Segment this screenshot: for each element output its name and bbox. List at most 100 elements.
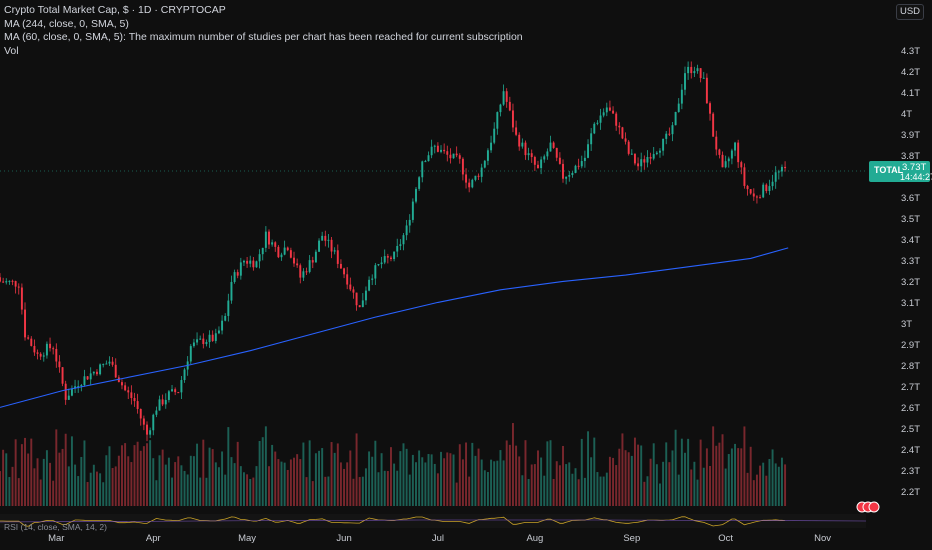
rsi-label[interactable]: RSI (14, close, SMA, 14, 2)	[4, 522, 107, 532]
volume-bar	[440, 451, 442, 506]
candle-body	[615, 113, 618, 126]
volume-bar	[433, 463, 436, 506]
volume-bar	[458, 444, 461, 506]
volume-bar	[8, 477, 11, 506]
candle-body	[524, 142, 527, 156]
candle-body	[605, 107, 608, 113]
volume-bar	[461, 459, 464, 506]
volume-bar	[377, 472, 380, 506]
candle-body	[443, 149, 446, 152]
volume-bar	[612, 457, 615, 506]
volume-bar	[530, 464, 533, 506]
volume-bar	[102, 482, 105, 506]
candle-body	[537, 164, 539, 169]
volume-bar	[205, 477, 208, 506]
candle-body	[421, 161, 424, 178]
candle-body	[511, 110, 514, 128]
y-tick-label: 2.2T	[901, 487, 920, 498]
volume-bar	[277, 459, 280, 506]
volume-bar	[64, 433, 67, 506]
candle-body	[30, 338, 33, 346]
candle-body	[680, 89, 683, 104]
candle-body	[202, 338, 205, 345]
candle-body	[621, 127, 624, 139]
volume-bar	[633, 437, 636, 506]
candle-body	[762, 184, 765, 198]
volume-bar	[415, 462, 417, 506]
volume-bar	[0, 471, 1, 506]
volume-bar	[730, 448, 733, 506]
candle-body	[587, 144, 589, 158]
volume-bar	[668, 462, 671, 506]
candle-body	[239, 262, 242, 276]
candle-body	[124, 385, 127, 391]
volume-bar	[133, 445, 136, 506]
volume-bar	[615, 465, 618, 506]
volume-bar	[239, 466, 242, 506]
candle-body	[468, 182, 471, 188]
candle-body	[174, 389, 177, 393]
y-axis[interactable]: 4.3T4.2T4.1T4T3.9T3.8T3.7T3.6T3.5T3.4T3.…	[901, 46, 920, 498]
candle-body	[196, 339, 199, 343]
y-tick-label: 3.2T	[901, 277, 920, 288]
candle-body	[217, 330, 220, 334]
candle-body	[205, 342, 208, 345]
candle-body	[533, 157, 536, 165]
volume-bar	[549, 440, 552, 506]
volume-bar	[139, 450, 142, 506]
volume-bar	[774, 463, 777, 506]
candle-body	[139, 408, 142, 419]
chart-title[interactable]: Crypto Total Market Cap, $ · 1D · CRYPTO…	[4, 4, 226, 16]
x-tick-label: Aug	[526, 533, 543, 544]
candle-body	[618, 125, 621, 128]
candle-body	[52, 348, 55, 350]
x-axis[interactable]: Mar Apr May Jun Jul Aug Sep Oct Nov	[48, 533, 831, 544]
candle-body	[396, 245, 399, 252]
candle-body	[596, 122, 599, 124]
volume-bar	[368, 451, 371, 506]
volume-bar	[52, 480, 55, 506]
candle-body	[452, 153, 455, 159]
volume-bar	[305, 477, 308, 506]
volume-bar	[518, 456, 521, 506]
candle-body	[5, 281, 8, 283]
ma-244-label[interactable]: MA (244, close, 0, SMA, 5)	[4, 17, 129, 30]
volume-bar	[480, 459, 483, 506]
candle-body	[699, 68, 702, 79]
volume-bar	[540, 457, 543, 506]
candle-body	[20, 287, 23, 310]
volume-bar	[427, 454, 430, 506]
volume-bar	[83, 440, 86, 506]
candle-body	[299, 265, 302, 278]
y-tick-label: 3.4T	[901, 235, 920, 246]
candle-body	[277, 246, 280, 258]
candle-body	[427, 155, 430, 162]
candle-body	[471, 179, 474, 188]
candle-body	[305, 271, 308, 273]
y-tick-label: 2.7T	[901, 382, 920, 393]
volume-bar	[336, 443, 339, 506]
candle-body	[233, 272, 236, 282]
candle-body	[27, 337, 30, 339]
y-tick-label: 4T	[901, 109, 912, 120]
volume-bar	[646, 476, 649, 506]
candle-body	[274, 242, 277, 247]
volume-bar	[565, 464, 568, 506]
volume-label[interactable]: Vol	[4, 44, 19, 57]
volume-bar	[680, 438, 683, 506]
candle-body	[236, 272, 239, 276]
candle-body	[749, 189, 752, 194]
candle-body	[114, 364, 117, 378]
y-tick-label: 4.2T	[901, 67, 920, 78]
ma-60-label[interactable]: MA (60, close, 0, SMA, 5): The maximum n…	[4, 31, 523, 43]
volume-bar	[649, 458, 652, 506]
candle-body	[258, 254, 261, 262]
volume-bar	[659, 483, 661, 506]
currency-button[interactable]: USD	[896, 4, 924, 20]
candle-body	[474, 175, 477, 180]
candle-body	[343, 268, 346, 275]
candle-body	[130, 392, 133, 399]
candle-body	[86, 376, 89, 380]
candle-body	[133, 398, 136, 402]
